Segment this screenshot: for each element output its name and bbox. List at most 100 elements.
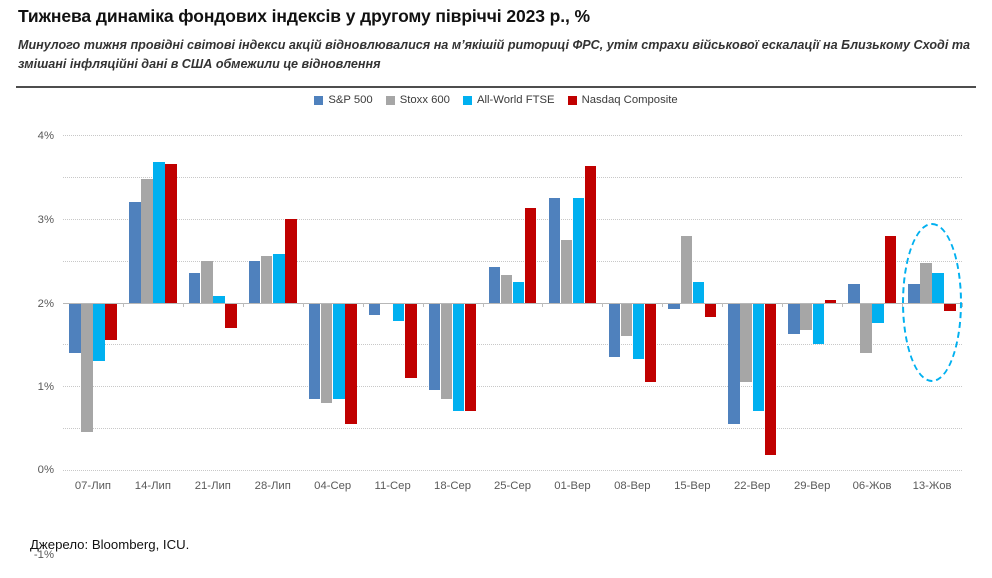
x-axis-tick-label: 29-Вер [793, 480, 831, 492]
bar[interactable] [153, 162, 165, 303]
bar[interactable] [788, 302, 800, 334]
bar[interactable] [500, 275, 513, 303]
bar[interactable] [273, 254, 285, 303]
x-axis-tick-label: 28-Лип [254, 480, 291, 492]
bar[interactable] [812, 302, 825, 345]
gridline: 1% [38, 260, 962, 393]
bar-group-inner [662, 135, 722, 470]
bar[interactable] [440, 302, 453, 399]
bar[interactable] [405, 302, 417, 378]
bar[interactable] [824, 300, 837, 303]
bar[interactable] [848, 283, 860, 303]
bar-group [722, 135, 782, 470]
bar[interactable] [428, 302, 441, 391]
bar[interactable] [81, 302, 93, 433]
bar[interactable] [680, 235, 693, 303]
bar-group [602, 135, 662, 470]
axis-tick-mark [542, 302, 544, 307]
x-axis-tick-label: 07-Лип [74, 480, 112, 492]
bar-group-inner [842, 135, 902, 470]
bar[interactable] [728, 302, 740, 424]
bar[interactable] [368, 302, 381, 316]
bar[interactable] [584, 166, 597, 303]
bar[interactable] [908, 283, 920, 303]
plot-wrapper: 4% 3% 2% 1% 0% -1% -2% -3% -4% 07-Лип 14-Лип 21-Ли… [0, 118, 992, 561]
bar-group [842, 135, 902, 470]
legend-label: Nasdaq Composite [581, 94, 678, 106]
bar[interactable] [165, 164, 177, 303]
bar[interactable] [248, 260, 261, 303]
bar[interactable] [740, 302, 752, 383]
axis-tick-mark [482, 302, 484, 307]
bar[interactable] [692, 281, 705, 303]
axis-tick-mark [242, 302, 244, 307]
bar[interactable] [201, 260, 213, 303]
gridline: -4% [63, 470, 962, 471]
source-note: Джерело: Bloomberg, ICU. [30, 537, 190, 552]
bar[interactable] [188, 273, 201, 303]
bar-group-inner [243, 135, 303, 470]
bar[interactable] [632, 302, 645, 360]
bar[interactable] [668, 302, 680, 309]
axis-tick-mark [422, 302, 424, 307]
bar[interactable] [920, 262, 932, 303]
bar[interactable] [129, 202, 141, 303]
bar[interactable] [572, 197, 585, 303]
bar[interactable] [345, 302, 357, 424]
bar[interactable] [644, 302, 657, 383]
bar[interactable] [225, 302, 237, 328]
bar[interactable] [764, 302, 777, 456]
bar[interactable] [560, 239, 573, 303]
gridline: 2% [38, 218, 962, 310]
bar[interactable] [213, 296, 225, 303]
legend-label: S&P 500 [328, 94, 373, 106]
x-axis-tick-label: 08-Вер [614, 480, 651, 492]
bar[interactable] [392, 302, 405, 322]
axis-tick-mark [842, 302, 844, 307]
legend-item-nasdaq-composite[interactable]: Nasdaq Composite [567, 94, 678, 106]
legend-swatch-icon [385, 95, 395, 105]
bar-group-inner [63, 135, 123, 470]
bar-group [303, 135, 363, 470]
bar[interactable] [512, 281, 525, 303]
page-subtitle: Минулого тижня провідні світові індекси … [18, 38, 971, 71]
bar[interactable] [860, 302, 872, 353]
bar[interactable] [260, 256, 273, 303]
bar[interactable] [872, 302, 884, 324]
bar[interactable] [452, 302, 465, 412]
bar[interactable] [548, 197, 561, 303]
bar[interactable] [884, 235, 897, 303]
bar[interactable] [608, 302, 620, 357]
bar[interactable] [105, 302, 117, 341]
bar[interactable] [464, 302, 477, 412]
bar[interactable] [524, 208, 537, 303]
bar[interactable] [285, 218, 297, 303]
legend-item-all-world-ftse[interactable]: All-World FTSE [462, 94, 555, 106]
y-axis-tick-label: 0% [37, 464, 54, 476]
legend-item-s-p-500[interactable]: S&P 500 [314, 94, 373, 106]
bar[interactable] [69, 302, 81, 353]
bar[interactable] [308, 302, 321, 399]
axis-tick-mark [962, 302, 963, 307]
axis-tick-mark [122, 302, 124, 307]
bar-group [543, 135, 603, 470]
bar[interactable] [752, 302, 765, 412]
x-axis-tick-label: 21-Лип [194, 480, 231, 492]
bar[interactable] [320, 302, 333, 403]
bar[interactable] [932, 273, 944, 303]
bar-group-inner [303, 135, 363, 470]
bar-group-inner [123, 135, 183, 470]
bar[interactable] [800, 302, 812, 330]
bar[interactable] [333, 302, 345, 399]
bar[interactable] [704, 302, 717, 318]
bar[interactable] [944, 302, 956, 311]
bar-group-inner [483, 135, 543, 470]
legend-item-stoxx-600[interactable]: Stoxx 600 [385, 94, 450, 106]
bar[interactable] [141, 178, 153, 303]
bar[interactable] [488, 266, 501, 303]
x-axis-tick-label: 25-Сер [493, 480, 532, 492]
bar[interactable] [93, 302, 105, 362]
bar[interactable] [620, 302, 633, 336]
axis-tick-mark [182, 302, 184, 307]
